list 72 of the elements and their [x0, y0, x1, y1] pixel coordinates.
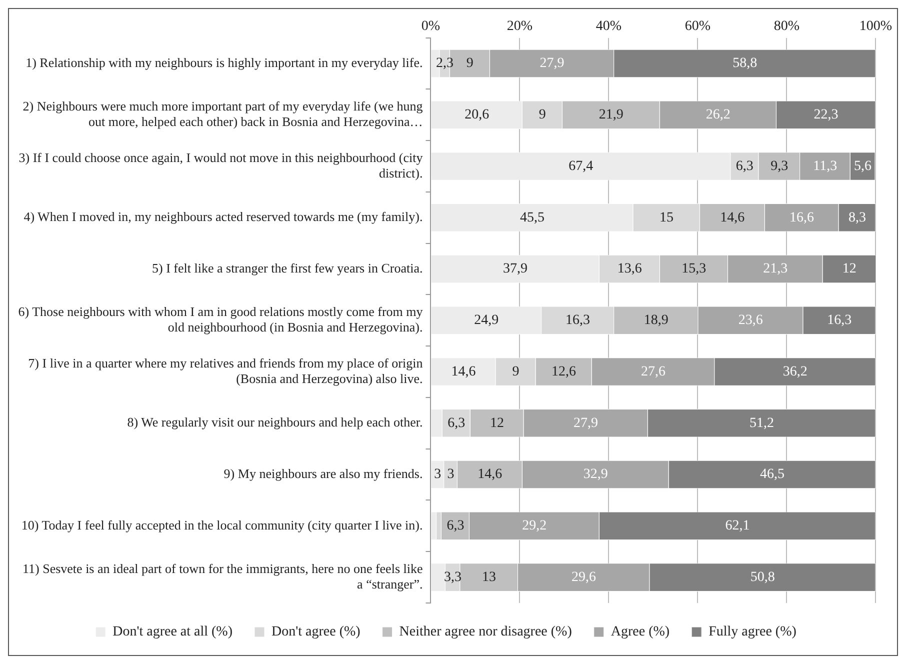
data-label: 20,6: [464, 108, 490, 123]
y-tick-label: 3) If I could choose once again, I would not move in this neighbourhood (city district).: [18, 150, 424, 180]
data-label: 3: [434, 467, 442, 482]
data-label: 12: [842, 262, 856, 277]
data-label: 50,8: [750, 570, 775, 585]
data-label: 46,5: [760, 467, 784, 482]
data-label: 29,6: [572, 570, 596, 585]
data-label: 11,3: [813, 158, 838, 174]
data-label: 26,2: [706, 108, 730, 123]
data-label: 13: [482, 570, 496, 585]
y-tick-label: 1) Relationship with my neighbours is highly important in my everyday life.: [26, 54, 423, 70]
data-label: 8,3: [848, 210, 866, 226]
y-tick-label: 7) I live in a quarter where my relatives and friends from my place of origin (Bosnia and Herzegovina) also live.: [28, 355, 424, 386]
data-label: 37,9: [503, 262, 528, 277]
data-label: 58,8: [732, 56, 758, 72]
data-label: 16,3: [827, 313, 852, 328]
data-label: 23,6: [738, 313, 763, 328]
data-label: 32,9: [583, 467, 608, 482]
data-label: 15,3: [682, 262, 706, 277]
data-label: 21,9: [598, 108, 624, 123]
data-label: 14,6: [478, 467, 502, 482]
data-label: 45,5: [520, 210, 544, 226]
x-tick-label: 80%: [774, 19, 800, 34]
y-tick-label: 4) When I moved in, my neighbours acted reserved towards me (my family).: [24, 209, 423, 224]
legend-label: Don't agree at all (%): [112, 624, 233, 640]
data-label: 5,6: [854, 158, 872, 174]
data-label: 6,3: [446, 518, 464, 534]
x-tick-label: 100%: [859, 19, 892, 34]
y-tick-label: 6) Those neighbours with whom I am in good relations mostly come from my old neighbourhood (in Bosnia and Herzegovina).: [18, 304, 424, 335]
data-label: 51,2: [750, 416, 774, 431]
data-label: 16,6: [790, 210, 814, 226]
y-tick-label: 8) We regularly visit our neighbours and help each other.: [127, 414, 423, 430]
y-tick-label: 5) I felt like a stranger the first few years in Croatia.: [152, 260, 423, 276]
data-label: 27,9: [574, 416, 598, 431]
data-label: 27,9: [540, 56, 564, 72]
data-label: 6,3: [736, 158, 754, 174]
legend-label: Neither agree nor disagree (%): [399, 624, 572, 640]
legend-label: Agree (%): [610, 624, 670, 640]
x-tick-label: 60%: [684, 19, 711, 34]
data-label: 9,3: [770, 158, 788, 174]
data-label: 16,3: [566, 313, 590, 328]
data-label: 9: [466, 56, 474, 72]
data-label: 18,9: [644, 313, 668, 328]
data-label: 9: [538, 108, 546, 123]
y-tick-label: 11) Sesvete is an ideal part of town for the immigrants, here no one feels like a “stranger”.: [22, 560, 423, 592]
data-label: 27,6: [640, 364, 666, 380]
data-label: 29,2: [522, 518, 547, 534]
data-label: 24,9: [474, 313, 499, 328]
y-tick-label: 10) Today I feel fully accepted in the local community (city quarter I live in).: [21, 517, 423, 532]
data-label: 2,3: [436, 56, 454, 72]
y-tick-label: 2) Neighbours were much more important part of my everyday life (we hung out more, helped each other) back in Bosnia and Herzegovina…: [22, 98, 424, 130]
data-label: 62,1: [725, 518, 750, 534]
legend-label: Fully agree (%): [708, 624, 797, 640]
data-label: 3,3: [444, 570, 462, 585]
data-label: 14,6: [451, 364, 476, 380]
data-label: 13,6: [617, 262, 642, 277]
x-tick-label: 0%: [421, 19, 440, 34]
data-label: 6,3: [448, 416, 466, 431]
data-label: 15: [660, 210, 674, 226]
data-label: 9: [512, 364, 520, 380]
data-label: 14,6: [720, 210, 745, 226]
legend-label: Don't agree (%): [271, 624, 361, 640]
data-label: 21,3: [763, 262, 788, 277]
data-label: 22,3: [814, 108, 838, 123]
data-label: 36,2: [782, 364, 808, 380]
data-label: 12: [490, 416, 504, 431]
y-tick-label: 9) My neighbours are also my friends.: [224, 466, 423, 481]
x-tick-label: 20%: [506, 19, 533, 34]
data-label: 3: [447, 467, 454, 482]
data-label: 67,4: [568, 158, 594, 174]
x-tick-label: 40%: [596, 19, 622, 34]
data-label: 12,6: [552, 364, 576, 380]
